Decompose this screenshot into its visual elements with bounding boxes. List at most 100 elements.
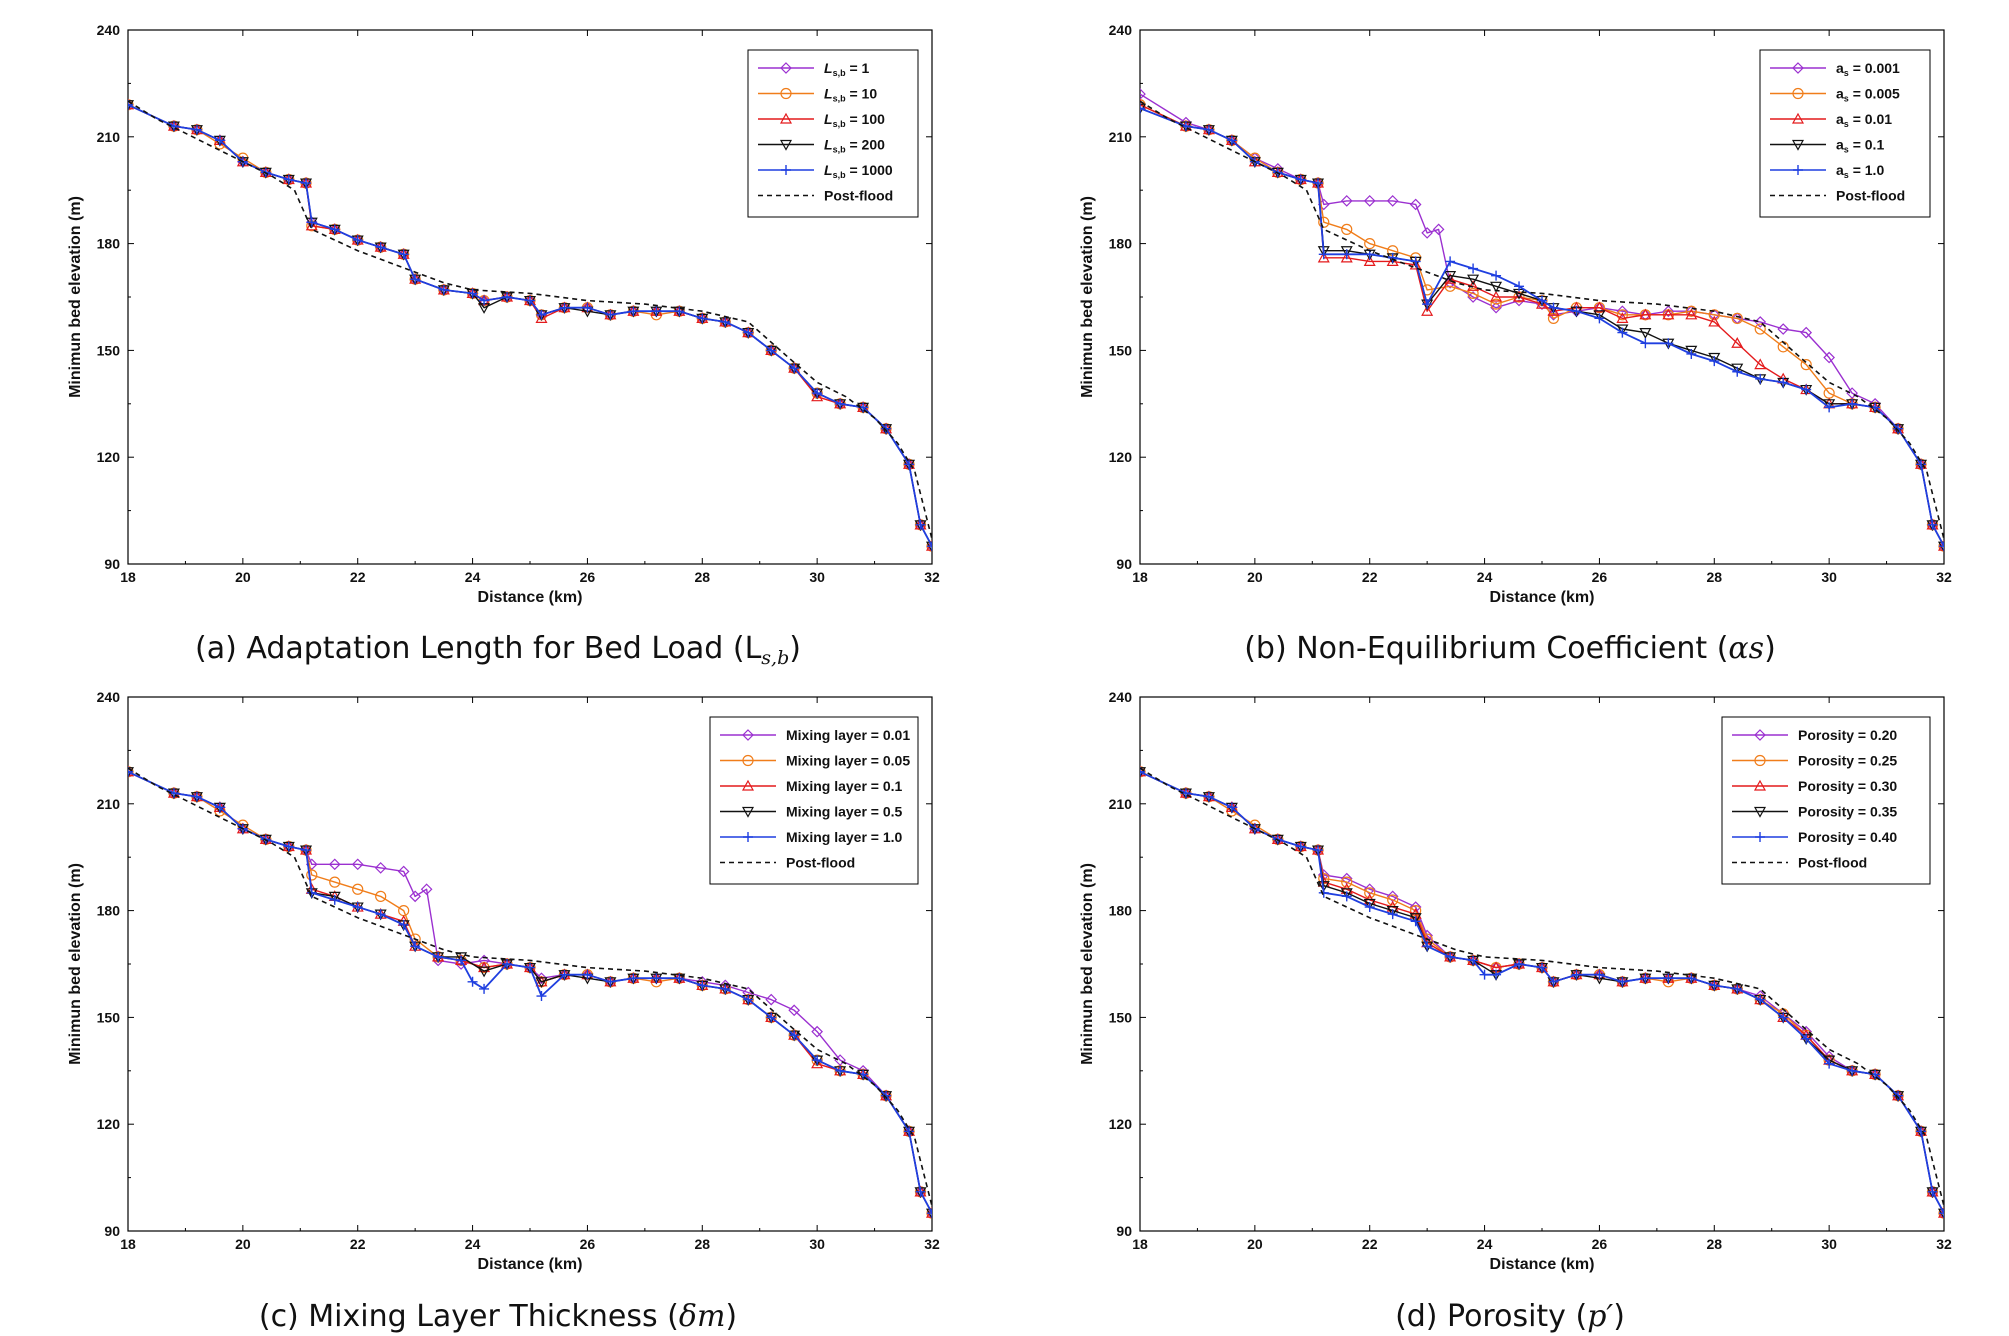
x-tick-label: 28	[1706, 1236, 1722, 1252]
series-6	[128, 767, 932, 1207]
data-point	[1593, 310, 1606, 322]
legend-entry-suffix: = 1000	[846, 162, 893, 178]
data-point	[1295, 841, 1306, 852]
data-point	[582, 969, 593, 980]
y-tick-label: 150	[1109, 342, 1133, 358]
data-point	[1364, 902, 1375, 913]
series-6	[1140, 767, 1944, 1207]
legend-entry-subscript: s	[1844, 170, 1849, 180]
legend-entry: Ls,b = 1000	[824, 162, 893, 180]
data-point	[1571, 306, 1582, 317]
data-point	[1801, 1033, 1812, 1044]
data-point	[1639, 308, 1652, 320]
data-point	[1778, 377, 1789, 388]
data-point	[915, 1186, 926, 1197]
x-tick-label: 28	[694, 1236, 710, 1252]
data-point	[1893, 1090, 1904, 1101]
data-point	[927, 1208, 932, 1219]
data-point	[1732, 983, 1743, 994]
data-point	[1916, 459, 1927, 470]
legend: Mixing layer = 0.01 Mixing layer = 0.05 Mi…	[709, 716, 919, 885]
legend-entry-subscript: s	[1844, 68, 1849, 78]
data-point	[1490, 290, 1503, 302]
legend-marker	[1792, 87, 1804, 100]
data-point	[1514, 281, 1525, 292]
x-tick-label: 20	[235, 1236, 251, 1252]
data-point	[1468, 955, 1479, 966]
y-tick-label: 90	[1116, 1223, 1132, 1239]
legend-entry-suffix: = 0.01	[1849, 111, 1892, 127]
y-tick-label: 150	[1109, 1009, 1133, 1025]
legend-entry-subscript: s	[1844, 145, 1849, 155]
y-tick-label: 180	[97, 236, 121, 252]
data-point	[1513, 290, 1526, 302]
data-point	[329, 224, 340, 235]
data-point	[904, 1126, 915, 1137]
legend-entry-suffix: = 10	[846, 86, 878, 102]
legend-entry-suffix: = 0.001	[1849, 60, 1900, 76]
data-point	[301, 178, 312, 189]
legend-marker	[741, 806, 755, 818]
data-point	[1709, 980, 1720, 991]
caption-close: )	[1613, 1299, 1625, 1334]
data-point	[375, 242, 386, 253]
legend-marker	[742, 729, 754, 741]
legend-entry-subscript: s,b	[833, 170, 847, 180]
post-flood-line	[1140, 100, 1944, 540]
data-point	[1386, 905, 1399, 917]
data-point	[1341, 876, 1353, 888]
data-point	[1432, 223, 1445, 236]
y-tick-label: 210	[97, 796, 121, 812]
x-tick-label: 22	[1362, 1236, 1378, 1252]
data-point	[1755, 994, 1766, 1005]
legend-entry-main: L	[824, 137, 833, 153]
data-point	[1421, 305, 1434, 316]
data-point	[1479, 969, 1490, 980]
data-point	[651, 306, 662, 317]
data-point	[1754, 316, 1767, 328]
legend-entry-suffix: = 100	[846, 111, 886, 127]
legend-marker	[779, 112, 793, 124]
data-point	[420, 883, 433, 896]
panel-caption: (c) Mixing Layer Thickness (δm)	[259, 1299, 737, 1334]
data-point	[1490, 298, 1502, 310]
legend-entry-main: L	[824, 60, 833, 76]
legend-entry-main: L	[824, 162, 833, 178]
data-point	[1893, 423, 1904, 434]
legend-entry-main: a	[1836, 137, 1844, 153]
post-flood-line	[1140, 767, 1944, 1207]
data-point	[1491, 270, 1502, 281]
y-tick-label: 150	[97, 342, 121, 358]
data-point	[1847, 1065, 1858, 1076]
x-tick-label: 26	[580, 1236, 596, 1252]
legend-entry: Ls,b = 100	[824, 111, 885, 129]
panel-caption: (d) Porosity (p′)	[1395, 1299, 1625, 1334]
data-point	[605, 976, 616, 987]
data-point	[1754, 358, 1767, 370]
y-tick-label: 90	[104, 556, 120, 572]
legend-entry: as = 1.0	[1836, 162, 1884, 180]
y-tick-label: 120	[1109, 449, 1133, 465]
data-point	[1340, 246, 1353, 257]
legend-box	[1721, 716, 1931, 885]
data-point	[535, 312, 548, 323]
data-point	[352, 902, 363, 913]
x-tick-label: 22	[350, 569, 366, 585]
legend-box	[709, 716, 919, 885]
x-tick-label: 26	[1592, 569, 1608, 585]
x-tick-label: 30	[809, 569, 825, 585]
legend-entry: as = 0.01	[1836, 111, 1892, 129]
x-tick-label: 32	[924, 1236, 940, 1252]
legend-entry-main: L	[824, 86, 833, 102]
caption-close: )	[1764, 631, 1776, 666]
legend-marker	[780, 62, 792, 74]
data-point	[1318, 216, 1330, 228]
data-point	[1927, 1186, 1938, 1197]
data-point	[1387, 909, 1398, 920]
y-tick-label: 180	[1109, 236, 1133, 252]
data-point	[582, 302, 593, 313]
data-point	[328, 858, 341, 871]
data-point	[1537, 962, 1547, 973]
